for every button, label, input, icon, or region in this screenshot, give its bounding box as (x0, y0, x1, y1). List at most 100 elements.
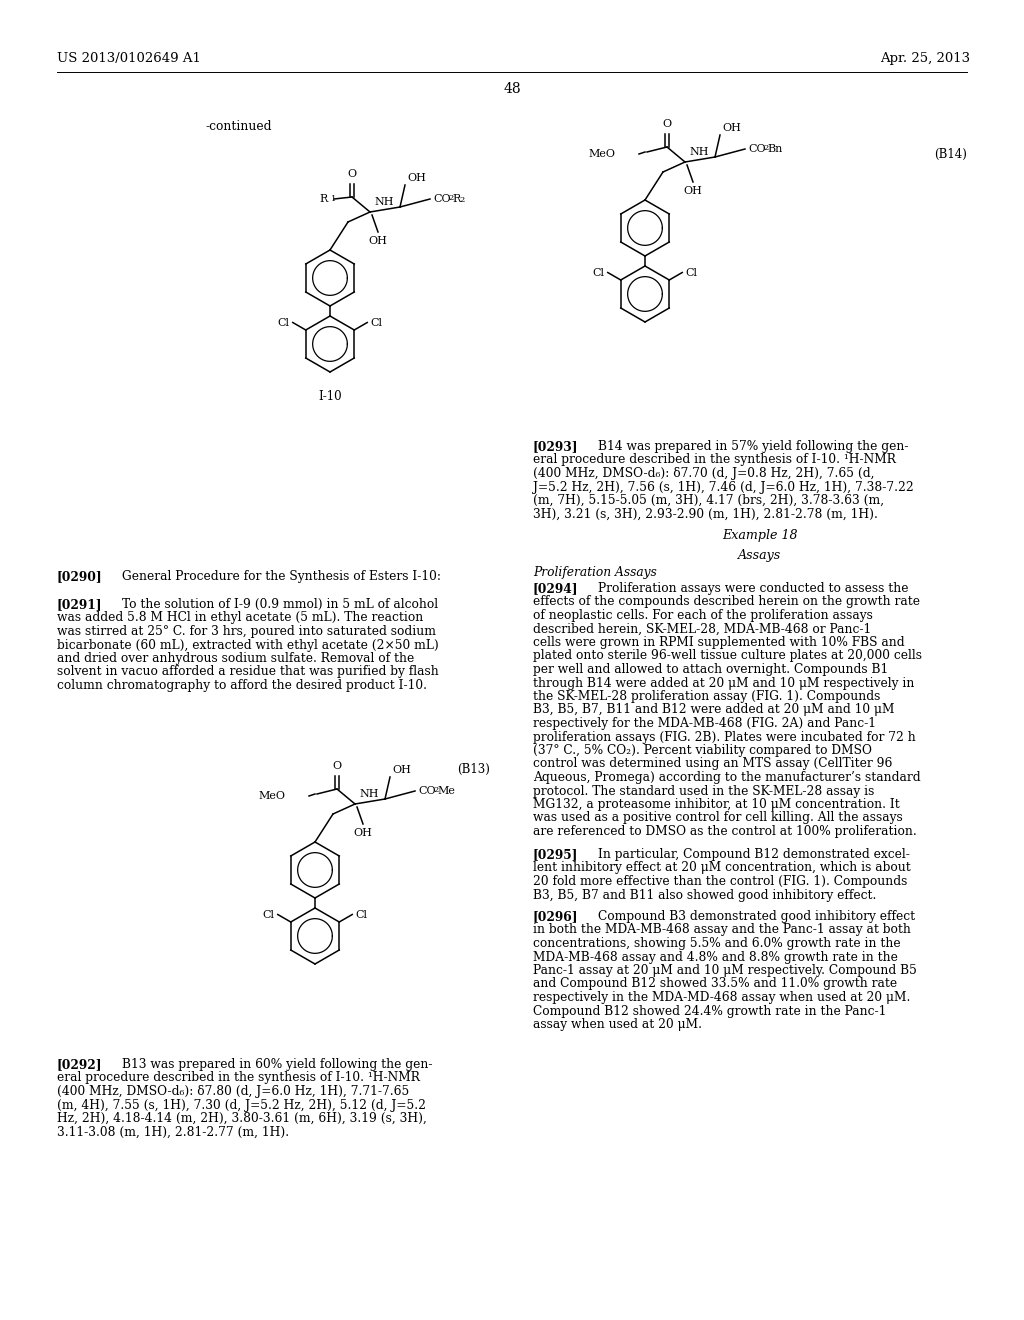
Text: Me: Me (437, 785, 455, 796)
Text: Compound B3 demonstrated good inhibitory effect: Compound B3 demonstrated good inhibitory… (598, 909, 915, 923)
Text: Cl: Cl (355, 909, 368, 920)
Text: O: O (663, 119, 672, 129)
Text: 2: 2 (449, 194, 454, 202)
Text: Cl: Cl (685, 268, 697, 277)
Text: eral procedure described in the synthesis of I-10. ¹H-NMR: eral procedure described in the synthesi… (534, 454, 896, 466)
Text: B3, B5, B7 and B11 also showed good inhibitory effect.: B3, B5, B7 and B11 also showed good inhi… (534, 888, 877, 902)
Text: per well and allowed to attach overnight. Compounds B1: per well and allowed to attach overnight… (534, 663, 888, 676)
Text: are referenced to DMSO as the control at 100% proliferation.: are referenced to DMSO as the control at… (534, 825, 916, 838)
Text: General Procedure for the Synthesis of Esters I-10:: General Procedure for the Synthesis of E… (122, 570, 441, 583)
Text: through B14 were added at 20 μM and 10 μM respectively in: through B14 were added at 20 μM and 10 μ… (534, 676, 914, 689)
Text: Bn: Bn (767, 144, 782, 154)
Text: Hz, 2H), 4.18-4.14 (m, 2H), 3.80-3.61 (m, 6H), 3.19 (s, 3H),: Hz, 2H), 4.18-4.14 (m, 2H), 3.80-3.61 (m… (57, 1111, 427, 1125)
Text: of neoplastic cells. For each of the proliferation assays: of neoplastic cells. For each of the pro… (534, 609, 872, 622)
Text: US 2013/0102649 A1: US 2013/0102649 A1 (57, 51, 201, 65)
Text: respectively in the MDA-MD-468 assay when used at 20 μM.: respectively in the MDA-MD-468 assay whe… (534, 991, 910, 1005)
Text: Cl: Cl (263, 909, 274, 920)
Text: eral procedure described in the synthesis of I-10. ¹H-NMR: eral procedure described in the synthesi… (57, 1072, 420, 1085)
Text: 3H), 3.21 (s, 3H), 2.93-2.90 (m, 1H), 2.81-2.78 (m, 1H).: 3H), 3.21 (s, 3H), 2.93-2.90 (m, 1H), 2.… (534, 507, 878, 520)
Text: B14 was prepared in 57% yield following the gen-: B14 was prepared in 57% yield following … (598, 440, 908, 453)
Text: plated onto sterile 96-well tissue culture plates at 20,000 cells: plated onto sterile 96-well tissue cultu… (534, 649, 922, 663)
Text: was used as a positive control for cell killing. All the assays: was used as a positive control for cell … (534, 812, 903, 825)
Text: Proliferation Assays: Proliferation Assays (534, 566, 656, 579)
Text: protocol. The standard used in the SK-MEL-28 assay is: protocol. The standard used in the SK-ME… (534, 784, 874, 797)
Text: and Compound B12 showed 33.5% and 11.0% growth rate: and Compound B12 showed 33.5% and 11.0% … (534, 978, 897, 990)
Text: OH: OH (684, 186, 702, 195)
Text: MDA-MB-468 assay and 4.8% and 8.8% growth rate in the: MDA-MB-468 assay and 4.8% and 8.8% growt… (534, 950, 898, 964)
Text: effects of the compounds described herein on the growth rate: effects of the compounds described herei… (534, 595, 920, 609)
Text: Assays: Assays (738, 549, 781, 562)
Text: -continued: -continued (205, 120, 271, 133)
Text: NH: NH (374, 197, 393, 207)
Text: and dried over anhydrous sodium sulfate. Removal of the: and dried over anhydrous sodium sulfate.… (57, 652, 415, 665)
Text: NH: NH (359, 789, 379, 799)
Text: [0290]: [0290] (57, 570, 102, 583)
Text: CO: CO (418, 785, 435, 796)
Text: Proliferation assays were conducted to assess the: Proliferation assays were conducted to a… (598, 582, 908, 595)
Text: (400 MHz, DMSO-d₆): δ7.80 (d, J=6.0 Hz, 1H), 7.71-7.65: (400 MHz, DMSO-d₆): δ7.80 (d, J=6.0 Hz, … (57, 1085, 410, 1098)
Text: respectively for the MDA-MB-468 (FIG. 2A) and Panc-1: respectively for the MDA-MB-468 (FIG. 2A… (534, 717, 876, 730)
Text: CO: CO (433, 194, 451, 205)
Text: OH: OH (353, 828, 373, 838)
Text: concentrations, showing 5.5% and 6.0% growth rate in the: concentrations, showing 5.5% and 6.0% gr… (534, 937, 901, 950)
Text: B3, B5, B7, B11 and B12 were added at 20 μM and 10 μM: B3, B5, B7, B11 and B12 were added at 20… (534, 704, 895, 717)
Text: OH: OH (369, 236, 387, 246)
Text: J=5.2 Hz, 2H), 7.56 (s, 1H), 7.46 (d, J=6.0 Hz, 1H), 7.38-7.22: J=5.2 Hz, 2H), 7.56 (s, 1H), 7.46 (d, J=… (534, 480, 913, 494)
Text: Panc-1 assay at 20 μM and 10 μM respectively. Compound B5: Panc-1 assay at 20 μM and 10 μM respecti… (534, 964, 916, 977)
Text: Compound B12 showed 24.4% growth rate in the Panc-1: Compound B12 showed 24.4% growth rate in… (534, 1005, 887, 1018)
Text: (B13): (B13) (457, 763, 490, 776)
Text: R: R (319, 194, 328, 205)
Text: 2: 2 (433, 785, 438, 795)
Text: I-10: I-10 (318, 389, 342, 403)
Text: B13 was prepared in 60% yield following the gen-: B13 was prepared in 60% yield following … (122, 1059, 432, 1071)
Text: was added 5.8 M HCl in ethyl acetate (5 mL). The reaction: was added 5.8 M HCl in ethyl acetate (5 … (57, 611, 423, 624)
Text: proliferation assays (FIG. 2B). Plates were incubated for 72 h: proliferation assays (FIG. 2B). Plates w… (534, 730, 915, 743)
Text: NH: NH (689, 147, 709, 157)
Text: 3.11-3.08 (m, 1H), 2.81-2.77 (m, 1H).: 3.11-3.08 (m, 1H), 2.81-2.77 (m, 1H). (57, 1126, 289, 1138)
Text: Cl: Cl (371, 318, 382, 327)
Text: To the solution of I-9 (0.9 mmol) in 5 mL of alcohol: To the solution of I-9 (0.9 mmol) in 5 m… (122, 598, 438, 611)
Text: OH: OH (407, 173, 426, 183)
Text: was stirred at 25° C. for 3 hrs, poured into saturated sodium: was stirred at 25° C. for 3 hrs, poured … (57, 624, 436, 638)
Text: lent inhibitory effect at 20 μM concentration, which is about: lent inhibitory effect at 20 μM concentr… (534, 862, 910, 874)
Text: Example 18: Example 18 (722, 529, 798, 543)
Text: bicarbonate (60 mL), extracted with ethyl acetate (2×50 mL): bicarbonate (60 mL), extracted with ethy… (57, 639, 438, 652)
Text: assay when used at 20 μM.: assay when used at 20 μM. (534, 1018, 702, 1031)
Text: O: O (347, 169, 356, 180)
Text: [0296]: [0296] (534, 909, 579, 923)
Text: MG132, a proteasome inhibitor, at 10 μM concentration. It: MG132, a proteasome inhibitor, at 10 μM … (534, 799, 900, 810)
Text: in both the MDA-MB-468 assay and the Panc-1 assay at both: in both the MDA-MB-468 assay and the Pan… (534, 924, 911, 936)
Text: Apr. 25, 2013: Apr. 25, 2013 (880, 51, 970, 65)
Text: Cl: Cl (593, 268, 605, 277)
Text: In particular, Compound B12 demonstrated excel-: In particular, Compound B12 demonstrated… (598, 847, 910, 861)
Text: Cl: Cl (278, 318, 290, 327)
Text: described herein, SK-MEL-28, MDA-MB-468 or Panc-1: described herein, SK-MEL-28, MDA-MB-468 … (534, 623, 871, 635)
Text: O: O (333, 762, 342, 771)
Text: 48: 48 (503, 82, 521, 96)
Text: solvent in vacuo afforded a residue that was purified by flash: solvent in vacuo afforded a residue that… (57, 665, 438, 678)
Text: control was determined using an MTS assay (CellTiter 96: control was determined using an MTS assa… (534, 758, 892, 771)
Text: (400 MHz, DMSO-d₆): δ7.70 (d, J=0.8 Hz, 2H), 7.65 (d,: (400 MHz, DMSO-d₆): δ7.70 (d, J=0.8 Hz, … (534, 467, 874, 480)
Text: [0291]: [0291] (57, 598, 102, 611)
Text: [0293]: [0293] (534, 440, 579, 453)
Text: Aqueous, Promega) according to the manufacturer’s standard: Aqueous, Promega) according to the manuf… (534, 771, 921, 784)
Text: cells were grown in RPMI supplemented with 10% FBS and: cells were grown in RPMI supplemented wi… (534, 636, 904, 649)
Text: (37° C., 5% CO₂). Percent viability compared to DMSO: (37° C., 5% CO₂). Percent viability comp… (534, 744, 871, 756)
Text: column chromatography to afford the desired product I-10.: column chromatography to afford the desi… (57, 678, 427, 692)
Text: (m, 7H), 5.15-5.05 (m, 3H), 4.17 (brs, 2H), 3.78-3.63 (m,: (m, 7H), 5.15-5.05 (m, 3H), 4.17 (brs, 2… (534, 494, 884, 507)
Text: (B14): (B14) (934, 148, 967, 161)
Text: [0294]: [0294] (534, 582, 579, 595)
Text: MeO: MeO (588, 149, 615, 158)
Text: OH: OH (722, 123, 741, 133)
Text: 2: 2 (763, 144, 768, 152)
Text: MeO: MeO (258, 791, 285, 801)
Text: 2: 2 (459, 195, 464, 205)
Text: R: R (452, 194, 460, 205)
Text: [0295]: [0295] (534, 847, 579, 861)
Text: CO: CO (748, 144, 766, 154)
Text: the SK-MEL-28 proliferation assay (FIG. 1). Compounds: the SK-MEL-28 proliferation assay (FIG. … (534, 690, 881, 704)
Text: 20 fold more effective than the control (FIG. 1). Compounds: 20 fold more effective than the control … (534, 875, 907, 888)
Text: (m, 4H), 7.55 (s, 1H), 7.30 (d, J=5.2 Hz, 2H), 5.12 (d, J=5.2: (m, 4H), 7.55 (s, 1H), 7.30 (d, J=5.2 Hz… (57, 1098, 426, 1111)
Text: 1: 1 (331, 195, 336, 203)
Text: [0292]: [0292] (57, 1059, 102, 1071)
